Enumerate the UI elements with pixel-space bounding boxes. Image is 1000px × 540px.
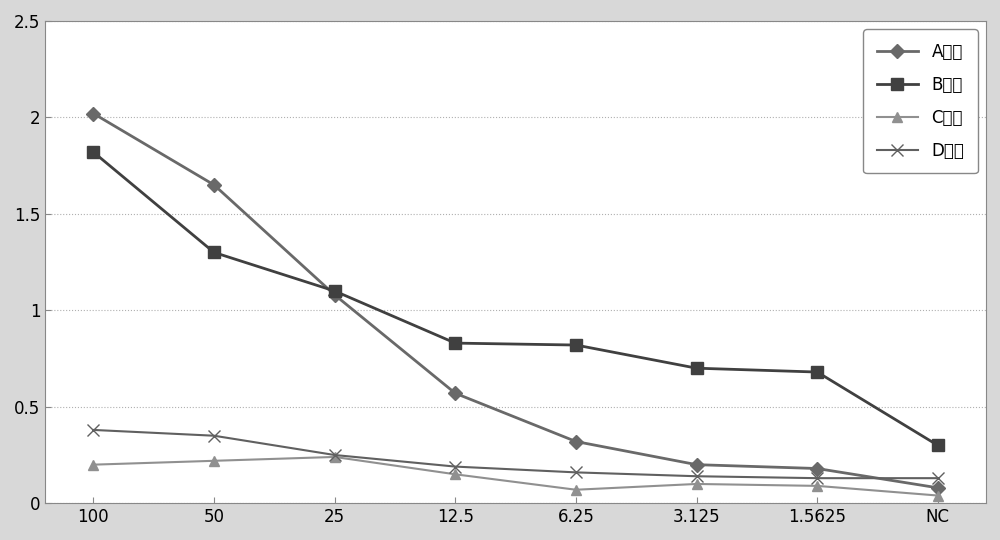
- C组分: [932, 492, 944, 499]
- B组分: [691, 365, 703, 372]
- C组分: [691, 481, 703, 487]
- C组分: [449, 471, 461, 477]
- D组分: [329, 452, 341, 458]
- A组分: [329, 292, 341, 298]
- A组分: [87, 110, 99, 117]
- A组分: [691, 461, 703, 468]
- A组分: [932, 484, 944, 491]
- Line: B组分: B组分: [88, 146, 943, 451]
- C组分: [208, 457, 220, 464]
- C组分: [329, 454, 341, 460]
- B组分: [932, 442, 944, 449]
- D组分: [570, 469, 582, 476]
- B组分: [329, 288, 341, 294]
- D组分: [87, 427, 99, 433]
- D组分: [932, 475, 944, 481]
- A组分: [208, 181, 220, 188]
- D组分: [691, 473, 703, 480]
- Legend: A组分, B组分, C组分, D组分: A组分, B组分, C组分, D组分: [863, 29, 978, 173]
- D组分: [811, 475, 823, 481]
- B组分: [449, 340, 461, 346]
- Line: C组分: C组分: [89, 452, 943, 501]
- Line: A组分: A组分: [89, 109, 943, 492]
- D组分: [449, 463, 461, 470]
- B组分: [208, 249, 220, 255]
- B组分: [811, 369, 823, 375]
- C组分: [87, 461, 99, 468]
- B组分: [570, 342, 582, 348]
- B组分: [87, 149, 99, 156]
- Line: D组分: D组分: [87, 424, 944, 484]
- C组分: [811, 483, 823, 489]
- A组分: [811, 465, 823, 472]
- A组分: [449, 390, 461, 396]
- A组分: [570, 438, 582, 445]
- D组分: [208, 433, 220, 439]
- C组分: [570, 487, 582, 493]
